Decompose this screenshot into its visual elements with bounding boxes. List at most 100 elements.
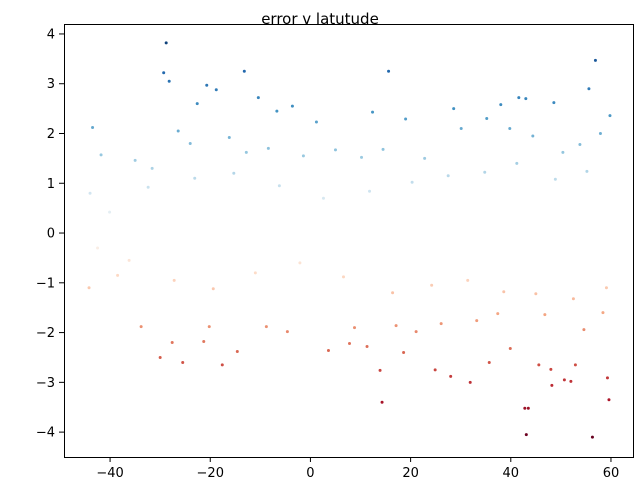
data-point — [549, 367, 553, 371]
data-point — [604, 286, 608, 290]
data-point — [487, 360, 491, 364]
data-point — [214, 88, 218, 92]
data-point — [264, 325, 268, 329]
data-point — [301, 154, 305, 158]
data-point — [569, 379, 573, 383]
data-point — [133, 158, 137, 162]
data-point — [378, 368, 382, 372]
data-point — [253, 271, 257, 275]
data-point — [298, 261, 302, 265]
data-point — [552, 101, 556, 105]
data-point — [88, 191, 92, 195]
y-tick-label: −4 — [36, 426, 55, 441]
data-point — [158, 355, 162, 359]
data-point — [167, 79, 171, 83]
data-point — [116, 273, 120, 277]
data-point — [524, 433, 528, 437]
y-tick-label: 4 — [47, 27, 55, 42]
y-tick-label: 2 — [47, 127, 55, 142]
data-point — [244, 150, 248, 154]
data-point — [188, 141, 192, 145]
data-point — [139, 325, 143, 329]
data-point — [333, 148, 337, 152]
data-point — [585, 169, 589, 173]
data-point — [341, 275, 345, 279]
data-point — [220, 363, 224, 367]
data-point — [365, 345, 369, 349]
data-point — [266, 146, 270, 150]
data-point — [108, 210, 112, 214]
data-point — [523, 406, 527, 410]
data-point — [91, 126, 95, 130]
data-point — [508, 127, 512, 131]
data-point — [517, 96, 521, 100]
data-point — [571, 297, 575, 301]
data-point — [452, 107, 456, 111]
data-point — [326, 348, 330, 352]
data-point — [235, 349, 239, 353]
y-tick-label: 1 — [47, 177, 55, 192]
data-point — [430, 283, 434, 287]
data-point — [348, 342, 351, 346]
data-point — [127, 258, 131, 262]
data-point — [534, 292, 538, 296]
data-point — [277, 184, 281, 188]
data-point — [496, 312, 500, 316]
data-point — [402, 350, 406, 354]
data-point — [466, 278, 470, 282]
x-tick-label: 20 — [402, 466, 419, 480]
data-point — [414, 330, 418, 334]
data-point — [380, 400, 384, 404]
x-tick-label: 40 — [503, 466, 520, 480]
data-point — [524, 97, 528, 101]
y-tick-label: −3 — [36, 376, 55, 391]
data-point — [391, 291, 395, 295]
data-point — [537, 363, 541, 367]
data-point — [605, 376, 609, 380]
data-point — [99, 153, 103, 157]
data-point — [207, 325, 211, 329]
data-point — [553, 177, 557, 181]
data-point — [96, 246, 100, 250]
data-point — [526, 406, 530, 410]
data-point — [232, 171, 236, 175]
data-point — [578, 142, 582, 146]
data-point — [439, 322, 443, 326]
data-point — [404, 117, 408, 121]
x-tick-label: 60 — [603, 466, 620, 480]
data-point — [590, 435, 594, 439]
data-point — [387, 69, 391, 73]
data-point — [368, 189, 372, 193]
x-tick-label: 0 — [306, 466, 314, 480]
y-tick-label: 3 — [47, 77, 55, 92]
data-point — [550, 383, 554, 387]
data-point — [601, 311, 605, 315]
data-point — [475, 319, 479, 323]
data-point — [275, 109, 279, 113]
data-point — [371, 110, 375, 114]
x-tick-label: −20 — [197, 466, 224, 480]
data-point — [410, 180, 414, 184]
data-point — [162, 71, 166, 75]
data-point — [176, 129, 180, 133]
data-point — [170, 341, 174, 345]
data-point — [459, 127, 463, 131]
data-point — [394, 324, 398, 328]
data-point — [502, 290, 506, 294]
plot-area — [64, 24, 633, 457]
data-point — [242, 69, 246, 73]
data-point — [290, 104, 294, 108]
data-point — [146, 185, 150, 189]
data-point — [181, 360, 185, 364]
data-point — [607, 398, 611, 402]
data-point — [561, 150, 565, 154]
data-point — [582, 328, 586, 332]
data-point — [172, 278, 176, 282]
data-point — [211, 287, 215, 291]
data-point — [227, 135, 231, 139]
data-point — [360, 155, 364, 159]
data-point — [543, 313, 547, 317]
data-point — [381, 147, 385, 151]
y-tick-label: 0 — [47, 227, 55, 242]
